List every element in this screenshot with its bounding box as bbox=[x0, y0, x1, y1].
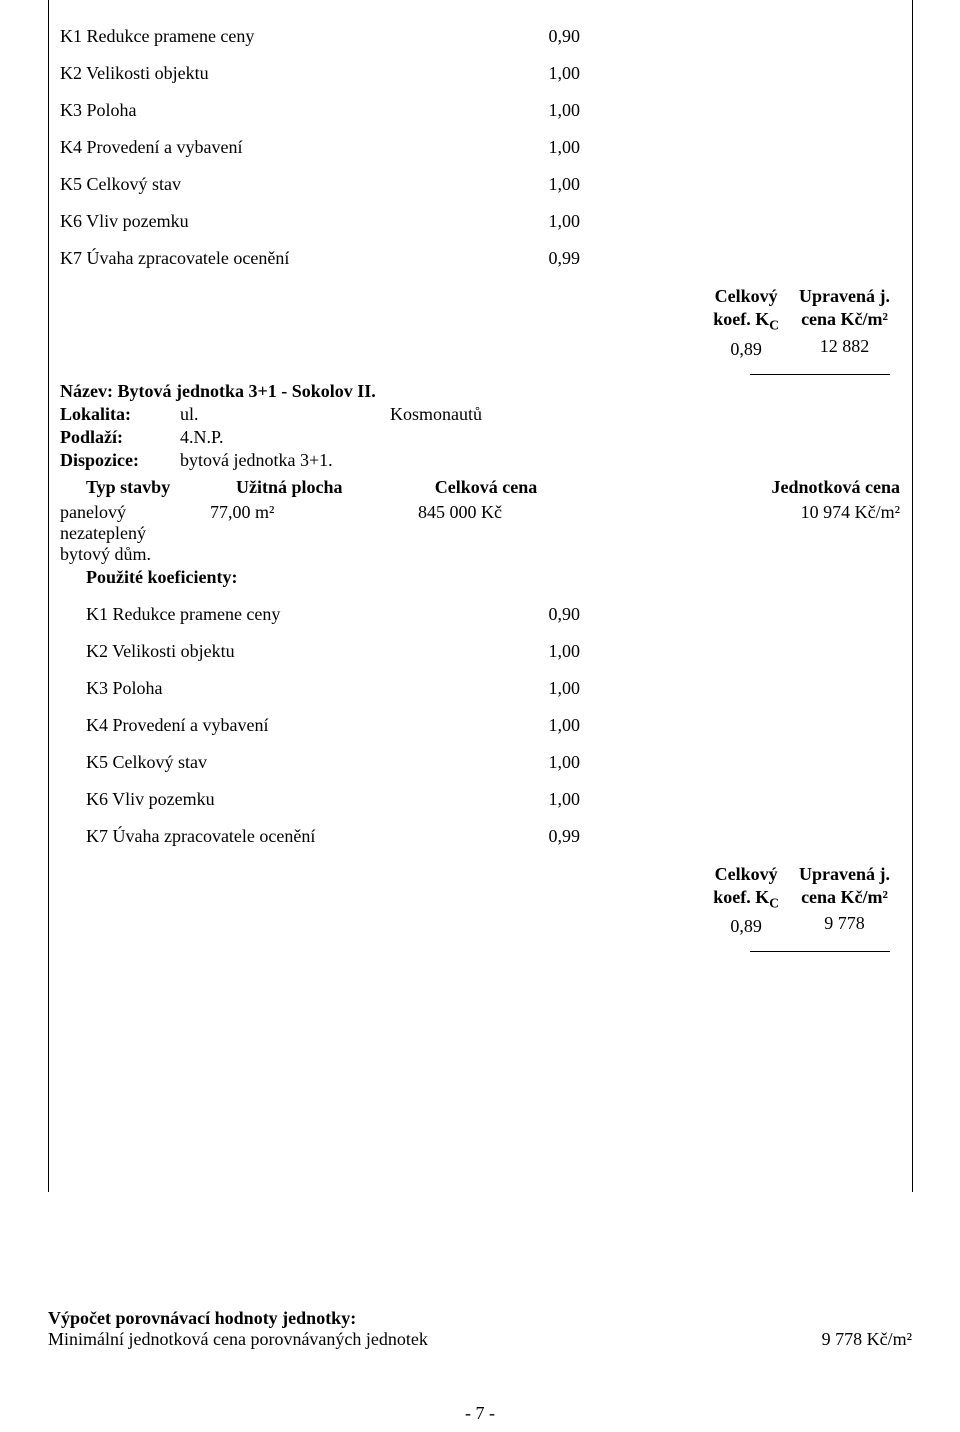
k-value: 1,00 bbox=[549, 715, 581, 736]
coef-head-left-2: koef. KC bbox=[713, 308, 779, 334]
coef-value-right: 12 882 bbox=[820, 336, 870, 357]
coef-value-left: 0,89 bbox=[730, 339, 762, 360]
footer-row-label: Minimální jednotková cena porovnávaných … bbox=[48, 1329, 428, 1350]
info-row-lokalita: Lokalita: ul. Kosmonautů bbox=[60, 404, 900, 425]
td-uzitna: 77,00 m² bbox=[210, 502, 330, 565]
table-data-row: panelový nezateplený bytový dům. 77,00 m… bbox=[60, 502, 900, 565]
k-value: 1,00 bbox=[549, 137, 581, 158]
coef-head-right-1: Upravená j. bbox=[799, 285, 890, 308]
k-label: K4 Provedení a vybavení bbox=[86, 715, 268, 736]
k-row: K3 Poloha 1,00 bbox=[60, 100, 580, 121]
k-label: K1 Redukce pramene ceny bbox=[60, 26, 254, 47]
k-value: 1,00 bbox=[549, 641, 581, 662]
k-row: K1 Redukce pramene ceny 0,90 bbox=[60, 26, 580, 47]
td-jednotkova-cena: 10 974 Kč/m² bbox=[590, 502, 900, 565]
coef-head-left-1: Celkový bbox=[713, 863, 779, 886]
dispozice-value: bytová jednotka 3+1. bbox=[180, 450, 333, 471]
footer-row: Minimální jednotková cena porovnávaných … bbox=[48, 1329, 912, 1350]
td-typ-1: panelový bbox=[60, 502, 210, 523]
k-row: K4 Provedení a vybavení 1,00 bbox=[60, 137, 580, 158]
divider bbox=[750, 951, 890, 952]
k-row: K7 Úvaha zpracovatele ocenění 0,99 bbox=[86, 826, 580, 847]
k-label: K3 Poloha bbox=[86, 678, 163, 699]
divider bbox=[750, 374, 890, 375]
dispozice-label: Dispozice: bbox=[60, 450, 180, 471]
k-label: K7 Úvaha zpracovatele ocenění bbox=[86, 826, 315, 847]
coef-head-right-2: cena Kč/m² bbox=[799, 308, 890, 331]
k-row: K5 Celkový stav 1,00 bbox=[86, 752, 580, 773]
k-label: K6 Vliv pozemku bbox=[86, 789, 215, 810]
used-coef-label: Použité koeficienty: bbox=[60, 567, 900, 588]
k-value: 1,00 bbox=[549, 678, 581, 699]
k-row: K6 Vliv pozemku 1,00 bbox=[86, 789, 580, 810]
k-label: K7 Úvaha zpracovatele ocenění bbox=[60, 248, 289, 269]
th-uzitna: Užitná plocha bbox=[236, 477, 356, 498]
info-row-dispozice: Dispozice: bytová jednotka 3+1. bbox=[60, 450, 900, 471]
k-label: K2 Velikosti objektu bbox=[86, 641, 235, 662]
k-label: K5 Celkový stav bbox=[86, 752, 207, 773]
table-header: Typ stavby Užitná plocha Celková cena Je… bbox=[60, 477, 900, 498]
coef-head-left-1: Celkový bbox=[713, 285, 779, 308]
th-jednotkova-cena: Jednotková cena bbox=[616, 477, 900, 498]
k-label: K5 Celkový stav bbox=[60, 174, 181, 195]
k-row: K2 Velikosti objektu 1,00 bbox=[60, 63, 580, 84]
k-value: 1,00 bbox=[549, 63, 581, 84]
k-label: K4 Provedení a vybavení bbox=[60, 137, 242, 158]
td-typ-2: nezateplený bbox=[60, 523, 210, 544]
k-row: K7 Úvaha zpracovatele ocenění 0,99 bbox=[60, 248, 580, 269]
td-typ-3: bytový dům. bbox=[60, 544, 210, 565]
k-row: K2 Velikosti objektu 1,00 bbox=[86, 641, 580, 662]
k-value: 1,00 bbox=[549, 100, 581, 121]
k-row: K3 Poloha 1,00 bbox=[86, 678, 580, 699]
page-number: - 7 - bbox=[0, 1403, 960, 1424]
k-row: K5 Celkový stav 1,00 bbox=[60, 174, 580, 195]
footer-title: Výpočet porovnávací hodnoty jednotky: bbox=[48, 1308, 912, 1329]
k-value: 0,90 bbox=[549, 604, 581, 625]
coef-value-right: 9 778 bbox=[824, 913, 865, 934]
k-label: K3 Poloha bbox=[60, 100, 137, 121]
info-row-podlazi: Podlaží: 4.N.P. bbox=[60, 427, 900, 448]
lokalita-label: Lokalita: bbox=[60, 404, 180, 425]
k-label: K2 Velikosti objektu bbox=[60, 63, 209, 84]
k-value: 0,99 bbox=[549, 826, 581, 847]
coef-value-left: 0,89 bbox=[730, 916, 762, 937]
k-value: 0,90 bbox=[549, 26, 581, 47]
section-title: Název: Bytová jednotka 3+1 - Sokolov II. bbox=[60, 381, 900, 402]
k-value: 1,00 bbox=[549, 174, 581, 195]
k-row: K6 Vliv pozemku 1,00 bbox=[60, 211, 580, 232]
k-label: K6 Vliv pozemku bbox=[60, 211, 189, 232]
td-celkova-cena: 845 000 Kč bbox=[330, 502, 590, 565]
coef-head-right-1: Upravená j. bbox=[799, 863, 890, 886]
coef-summary: Celkový koef. KC 0,89 Upravená j. cena K… bbox=[60, 285, 900, 360]
coef-head-left-2: koef. KC bbox=[713, 886, 779, 912]
k-value: 1,00 bbox=[549, 211, 581, 232]
k-value: 1,00 bbox=[549, 752, 581, 773]
lokalita-extra: Kosmonautů bbox=[390, 404, 900, 425]
th-typ-stavby: Typ stavby bbox=[60, 477, 236, 498]
th-celkova-cena: Celková cena bbox=[356, 477, 616, 498]
footer-row-value: 9 778 Kč/m² bbox=[822, 1329, 912, 1350]
coef-summary: Celkový koef. KC 0,89 Upravená j. cena K… bbox=[60, 863, 900, 938]
coef-head-right-2: cena Kč/m² bbox=[799, 886, 890, 909]
podlazi-value: 4.N.P. bbox=[180, 427, 350, 448]
lokalita-value: ul. bbox=[180, 404, 350, 425]
podlazi-label: Podlaží: bbox=[60, 427, 180, 448]
k-row: K1 Redukce pramene ceny 0,90 bbox=[86, 604, 580, 625]
k-value: 1,00 bbox=[549, 789, 581, 810]
k-row: K4 Provedení a vybavení 1,00 bbox=[86, 715, 580, 736]
k-value: 0,99 bbox=[549, 248, 581, 269]
k-label: K1 Redukce pramene ceny bbox=[86, 604, 280, 625]
